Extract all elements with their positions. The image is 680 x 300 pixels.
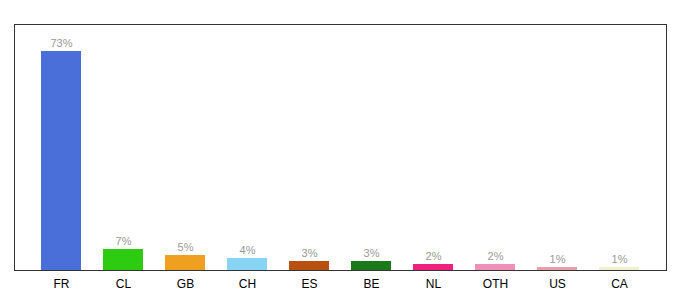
svg-text:CH: CH (239, 277, 256, 291)
svg-text:3%: 3% (302, 247, 318, 259)
svg-text:2%: 2% (488, 250, 504, 262)
svg-text:2%: 2% (426, 250, 442, 262)
svg-text:US: US (549, 277, 566, 291)
svg-text:BE: BE (363, 277, 379, 291)
svg-text:CA: CA (611, 277, 628, 291)
svg-text:7%: 7% (116, 235, 132, 247)
svg-text:NL: NL (426, 277, 442, 291)
svg-text:1%: 1% (550, 253, 566, 265)
svg-text:73%: 73% (50, 37, 72, 49)
svg-text:OTH: OTH (483, 277, 508, 291)
svg-text:GB: GB (177, 277, 194, 291)
svg-text:5%: 5% (178, 241, 194, 253)
svg-text:3%: 3% (364, 247, 380, 259)
svg-text:CL: CL (116, 277, 132, 291)
svg-text:FR: FR (54, 277, 70, 291)
svg-text:4%: 4% (240, 244, 256, 256)
svg-text:1%: 1% (612, 253, 628, 265)
svg-text:ES: ES (301, 277, 317, 291)
